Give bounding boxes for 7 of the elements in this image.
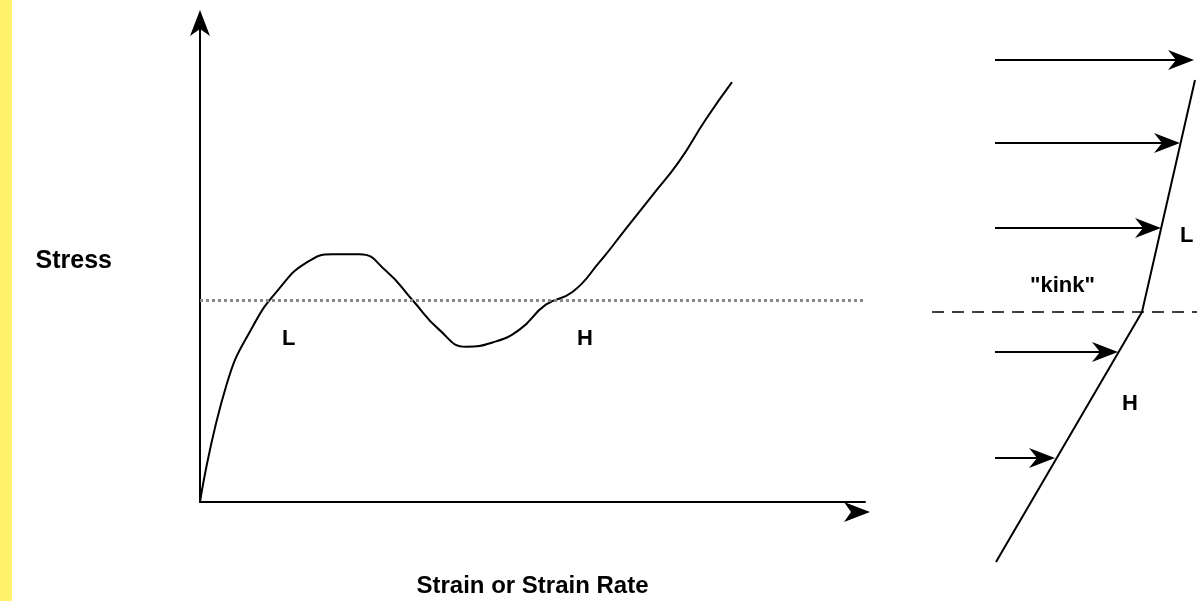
text: H: [1122, 390, 1138, 416]
text: L: [1180, 222, 1194, 248]
annotation: H: [577, 325, 593, 351]
x-axis-title: Strain or Strain Rate: [416, 570, 649, 598]
text: "kink": [1030, 272, 1095, 298]
annotation: L: [282, 325, 296, 351]
y-axis-title: Stress: [35, 244, 112, 273]
